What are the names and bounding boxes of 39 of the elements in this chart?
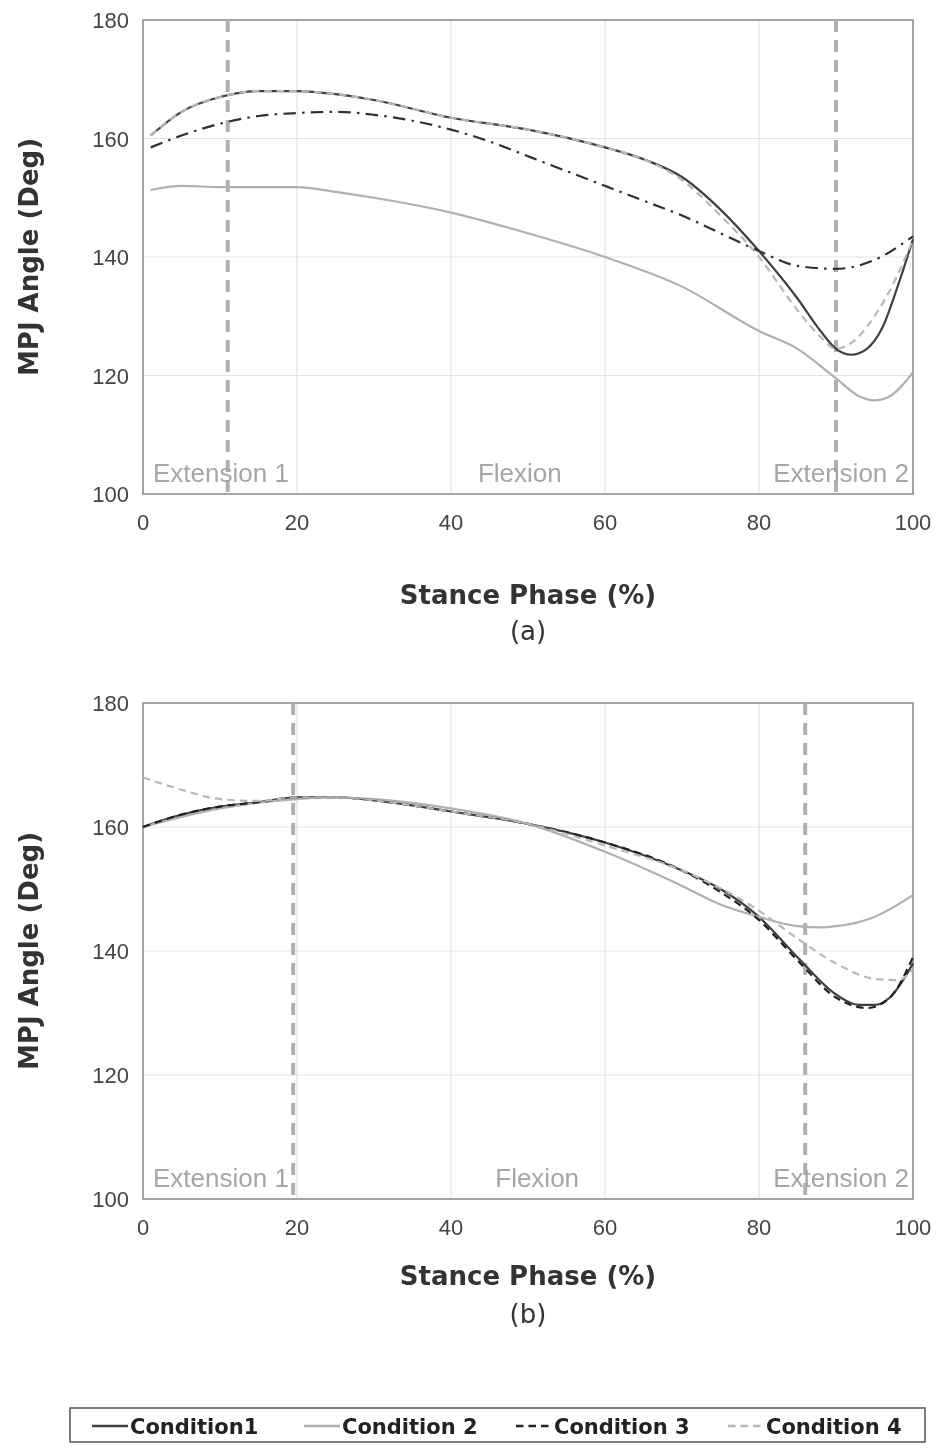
x-tick-label: 0	[136, 1215, 150, 1240]
y-tick-label: 180	[92, 8, 129, 33]
x-tick-label: 100	[894, 510, 932, 535]
x-tick-label: 20	[284, 510, 310, 535]
y-tick-label: 140	[92, 245, 129, 270]
x-tick-label: 80	[746, 510, 772, 535]
x-axis-title: Stance Phase (%)	[399, 1261, 657, 1291]
x-tick-label: 60	[592, 510, 618, 535]
y-tick-label: 180	[92, 691, 129, 716]
x-axis-title: Stance Phase (%)	[399, 580, 657, 610]
legend-label: Condition 3	[554, 1415, 690, 1439]
y-tick-label: 100	[92, 482, 129, 507]
annotation: Extension 1	[153, 458, 289, 488]
annotation: Extension 2	[773, 458, 909, 488]
y-axis-title: MPJ Angle (Deg)	[14, 137, 44, 377]
legend-label: Condition 4	[766, 1415, 902, 1439]
y-tick-label: 160	[92, 815, 129, 840]
x-tick-label: 100	[894, 1215, 932, 1240]
legend-label: Condition 2	[342, 1415, 478, 1439]
x-tick-label: 80	[746, 1215, 772, 1240]
y-tick-label: 100	[92, 1187, 129, 1212]
x-tick-label: 60	[592, 1215, 618, 1240]
y-tick-label: 120	[92, 363, 129, 389]
annotation: Extension 1	[153, 1163, 289, 1193]
x-tick-label: 40	[438, 510, 464, 535]
x-tick-label: 20	[284, 1215, 310, 1240]
x-tick-label: 40	[438, 1215, 464, 1240]
legend-label: Condition1	[130, 1415, 259, 1439]
y-tick-label: 140	[92, 939, 129, 964]
annotation: Flexion	[477, 458, 562, 488]
annotation: Flexion	[495, 1163, 580, 1193]
line-series	[149, 110, 915, 270]
y-tick-label: 160	[92, 126, 129, 152]
text: (a)	[509, 616, 547, 646]
y-axis-title: MPJ Angle (Deg)	[14, 831, 44, 1071]
y-tick-label: 120	[92, 1063, 129, 1088]
annotation: Extension 2	[773, 1163, 909, 1193]
x-tick-label: 0	[136, 510, 150, 535]
text: (b)	[509, 1299, 547, 1329]
